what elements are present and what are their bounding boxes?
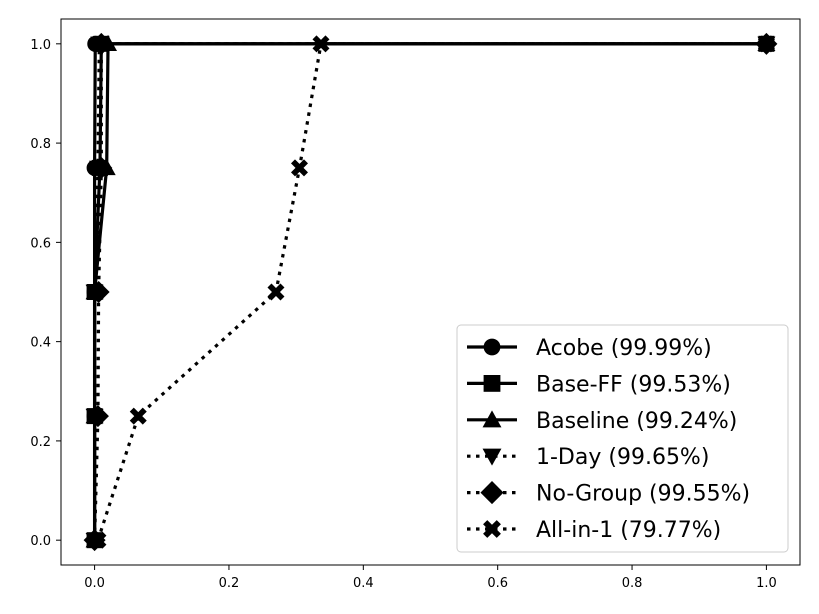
x-tick-label: 0.6 [487, 576, 508, 591]
legend: Acobe (99.99%) Base-FF (99.53%) Baseline (… [456, 324, 789, 553]
series-line [96, 42, 767, 541]
data-point [290, 159, 308, 177]
x-tick-label: 1.0 [756, 576, 777, 591]
legend-marker [483, 338, 501, 356]
legend-entry: 1-Day (99.65%) [467, 445, 709, 470]
legend-entry: Base-FF (99.53%) [467, 372, 731, 397]
axes-layer: 0.0 0.2 0.4 0.6 0.8 1.0 0.0 0.2 0.4 0.6 0.8 1.0 [30, 18, 801, 591]
legend-marker [482, 410, 502, 428]
plot-frame [60, 18, 801, 566]
data-point [757, 35, 775, 53]
data-point [129, 407, 147, 425]
y-tick-label: 0.4 [30, 336, 51, 351]
y-tick-label: 1.0 [30, 38, 51, 53]
x-tick-label: 0.2 [219, 576, 240, 591]
data-point [89, 531, 107, 549]
data-point [267, 283, 285, 301]
y-tick-label: 0.0 [30, 534, 51, 549]
legend-marker [480, 481, 504, 505]
y-tick-label: 0.8 [30, 137, 51, 152]
legend-marker [483, 520, 501, 538]
y-tick-label: 0.2 [30, 435, 51, 450]
y-tick-label: 0.6 [30, 236, 51, 251]
legend-label: Baseline (99.24%) [536, 409, 737, 434]
legend-label: All-in-1 (79.77%) [536, 518, 721, 543]
legend-label: No-Group (99.55%) [536, 482, 750, 507]
legend-marker [483, 375, 501, 392]
x-tick-label: 0.8 [622, 576, 643, 591]
legend-label: 1-Day (99.65%) [536, 445, 709, 470]
data-point [90, 32, 113, 55]
legend-entry: Acobe (99.99%) [467, 336, 712, 361]
data-point [312, 35, 330, 53]
data-point [86, 405, 109, 428]
series-6 [89, 35, 775, 549]
legend-entry: Baseline (99.24%) [467, 409, 737, 434]
legend-marker [482, 448, 502, 466]
legend-entry: No-Group (99.55%) [467, 481, 750, 507]
data-point [90, 156, 113, 179]
data-point [87, 281, 110, 303]
legend-entry: All-in-1 (79.77%) [467, 518, 721, 543]
legend-box [456, 324, 789, 553]
x-tick-label: 0.4 [353, 576, 374, 591]
legend-label: Acobe (99.99%) [536, 336, 712, 361]
legend-label: Base-FF (99.53%) [536, 372, 731, 397]
x-tick-label: 0.0 [84, 576, 105, 591]
series-layer [83, 32, 778, 552]
